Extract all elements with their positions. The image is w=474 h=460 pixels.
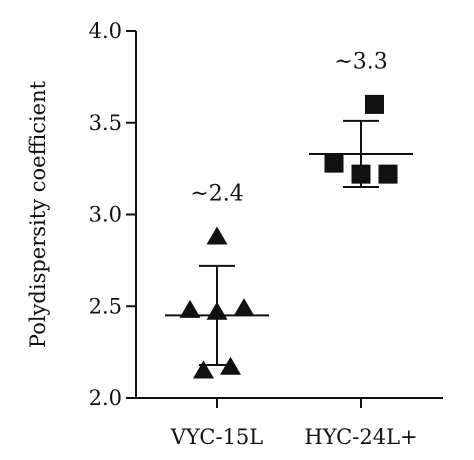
labels: 2.0 2.5 3.0 3.5 4.0 VYC-15L HYC-24L+ Polydisper… [26, 19, 418, 449]
data-point-triangle [220, 356, 241, 375]
y-tick-label: 4.0 [89, 19, 122, 43]
data-marks [165, 94, 413, 379]
y-axis-title: Polydispersity coefficient [26, 80, 50, 348]
data-point-square [378, 164, 398, 184]
x-category-label: VYC-15L [170, 425, 264, 449]
axes [126, 30, 443, 408]
y-tick-label: 3.0 [89, 203, 122, 227]
y-tick-label: 2.5 [89, 294, 122, 318]
x-category-label: HYC-24L+ [304, 425, 417, 449]
data-point-triangle [233, 298, 255, 317]
data-point-triangle [206, 301, 228, 320]
y-tick-label: 3.5 [89, 111, 122, 135]
data-point-triangle [206, 226, 228, 245]
data-point-square [351, 164, 371, 184]
group-annotation: ~3.3 [334, 49, 387, 74]
data-point-square [324, 153, 344, 173]
group-annotation: ~2.4 [190, 182, 243, 207]
data-point-square [365, 94, 384, 114]
data-point-triangle [179, 299, 201, 318]
data-point-triangle [193, 360, 214, 379]
y-tick-label: 2.0 [89, 386, 122, 410]
